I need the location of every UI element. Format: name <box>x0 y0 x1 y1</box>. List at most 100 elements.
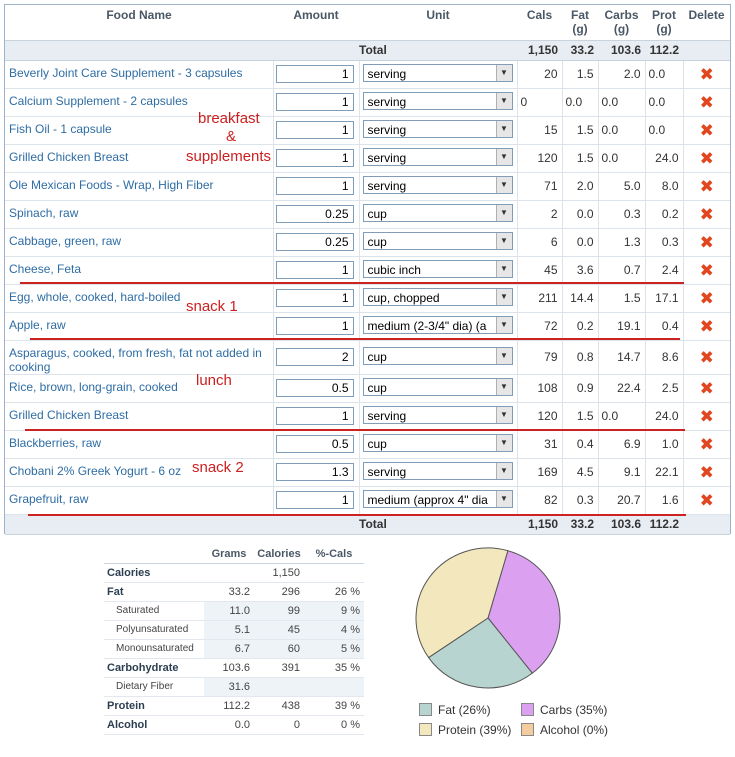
delete-x-icon[interactable]: ✖ <box>699 176 714 196</box>
food-name-link[interactable]: Ole Mexican Foods - Wrap, High Fiber <box>9 177 214 192</box>
amount-input[interactable]: 1.3 <box>275 463 354 481</box>
dropdown-arrow-icon[interactable]: ▼ <box>495 288 512 305</box>
unit-select[interactable]: cup ▼ <box>362 346 513 365</box>
food-name-link[interactable]: Apple, raw <box>9 317 66 332</box>
delete-cell: ✖ <box>683 284 730 313</box>
food-name-link[interactable]: Chobani 2% Greek Yogurt - 6 oz <box>9 463 182 478</box>
delete-x-icon[interactable]: ✖ <box>699 462 714 482</box>
unit-select[interactable]: serving ▼ <box>362 91 513 110</box>
food-name-link[interactable]: Fish Oil - 1 capsule <box>9 121 112 136</box>
dropdown-arrow-icon[interactable]: ▼ <box>495 316 512 333</box>
dropdown-arrow-icon[interactable]: ▼ <box>495 232 512 249</box>
delete-x-icon[interactable]: ✖ <box>699 232 714 252</box>
food-name-link[interactable]: Egg, whole, cooked, hard-boiled <box>9 289 181 304</box>
legend-label-carbs: Carbs (35%) <box>540 703 608 717</box>
dropdown-arrow-icon[interactable]: ▼ <box>495 176 512 193</box>
delete-x-icon[interactable]: ✖ <box>699 378 714 398</box>
delete-x-icon[interactable]: ✖ <box>699 148 714 168</box>
food-name-link[interactable]: Cabbage, green, raw <box>9 233 122 248</box>
fat-cell: 0.0 <box>562 88 599 117</box>
amount-input[interactable]: 1 <box>275 491 354 509</box>
dropdown-arrow-icon[interactable]: ▼ <box>495 406 512 423</box>
food-name-link[interactable]: Rice, brown, long-grain, cooked <box>9 379 178 394</box>
summary-grams: 103.6 <box>204 658 254 678</box>
dropdown-arrow-icon[interactable]: ▼ <box>495 490 512 507</box>
unit-select[interactable]: serving ▼ <box>362 461 513 480</box>
dropdown-arrow-icon[interactable]: ▼ <box>495 148 512 165</box>
summary-pct: 39 % <box>304 696 364 716</box>
amount-input[interactable]: 1 <box>275 289 354 307</box>
unit-select[interactable]: cup ▼ <box>362 433 513 452</box>
delete-x-icon[interactable]: ✖ <box>699 260 714 280</box>
delete-x-icon[interactable]: ✖ <box>699 288 714 308</box>
dropdown-arrow-icon[interactable]: ▼ <box>495 64 512 81</box>
unit-select[interactable]: cup, chopped ▼ <box>362 287 513 306</box>
amount-input[interactable]: 0.5 <box>275 435 354 453</box>
food-name-link[interactable]: Grapefruit, raw <box>9 491 89 506</box>
amount-input[interactable]: 1 <box>275 149 354 167</box>
food-name-link[interactable]: Grilled Chicken Breast <box>9 407 129 422</box>
unit-select[interactable]: cup ▼ <box>362 203 513 222</box>
delete-x-icon[interactable]: ✖ <box>699 316 714 336</box>
amount-input[interactable]: 1 <box>275 261 354 279</box>
food-name-link[interactable]: Asparagus, cooked, from fresh, fat not a… <box>9 345 262 374</box>
amount-input[interactable]: 1 <box>275 317 354 335</box>
food-name-link[interactable]: Grilled Chicken Breast <box>9 149 129 164</box>
delete-x-icon[interactable]: ✖ <box>699 406 714 426</box>
unit-select[interactable]: serving ▼ <box>362 147 513 166</box>
unit-select[interactable]: serving ▼ <box>362 119 513 138</box>
food-name-link[interactable]: Spinach, raw <box>9 205 79 220</box>
delete-x-icon[interactable]: ✖ <box>699 490 714 510</box>
annotation-snack1: snack 1 <box>186 298 238 315</box>
unit-select[interactable]: medium (approx 4" dia ▼ <box>362 489 513 508</box>
prot-cell: 0.2 <box>645 200 684 229</box>
food-name-link[interactable]: Beverly Joint Care Supplement - 3 capsul… <box>9 65 243 80</box>
dropdown-arrow-icon[interactable]: ▼ <box>495 434 512 451</box>
prot-cell: 0.3 <box>645 228 684 257</box>
amount-input[interactable]: 2 <box>275 348 354 366</box>
unit-select[interactable]: serving ▼ <box>362 63 513 82</box>
dropdown-arrow-icon[interactable]: ▼ <box>495 347 512 364</box>
unit-select[interactable]: medium (2-3/4" dia) (a ▼ <box>362 315 513 334</box>
delete-x-icon[interactable]: ✖ <box>699 64 714 84</box>
amount-input[interactable]: 1 <box>275 65 354 83</box>
amount-input[interactable]: 1 <box>275 407 354 425</box>
dropdown-arrow-icon[interactable]: ▼ <box>495 204 512 221</box>
unit-cell: medium (approx 4" dia ▼ <box>359 486 518 515</box>
amount-cell: 1 <box>273 284 360 313</box>
delete-x-icon[interactable]: ✖ <box>699 347 714 367</box>
dropdown-arrow-icon[interactable]: ▼ <box>495 462 512 479</box>
unit-select[interactable]: cup ▼ <box>362 377 513 396</box>
food-row: Blackberries, raw 0.5 cup ▼ 31 0.4 6.9 1.0 ✖ <box>5 430 730 459</box>
dropdown-arrow-icon[interactable]: ▼ <box>495 260 512 277</box>
food-name-link[interactable]: Cheese, Feta <box>9 261 82 276</box>
delete-x-icon[interactable]: ✖ <box>699 120 714 140</box>
dropdown-arrow-icon[interactable]: ▼ <box>495 378 512 395</box>
summary-calories: 296 <box>254 582 304 602</box>
dropdown-arrow-icon[interactable]: ▼ <box>495 92 512 109</box>
unit-select[interactable]: serving ▼ <box>362 175 513 194</box>
dropdown-arrow-icon[interactable]: ▼ <box>495 120 512 137</box>
food-name-link[interactable]: Blackberries, raw <box>9 435 102 450</box>
amount-input[interactable]: 0.25 <box>275 205 354 223</box>
unit-select[interactable]: serving ▼ <box>362 405 513 424</box>
cals-cell: 20 <box>517 60 563 89</box>
amount-cell: 1.3 <box>273 458 360 487</box>
amount-input[interactable]: 0.25 <box>275 233 354 251</box>
amount-cell: 1 <box>273 88 360 117</box>
delete-x-icon[interactable]: ✖ <box>699 92 714 112</box>
amount-input[interactable]: 1 <box>275 121 354 139</box>
amount-input[interactable]: 1 <box>275 177 354 195</box>
food-row: Apple, raw 1 medium (2-3/4" dia) (a ▼ 72 0.2 1… <box>5 312 730 341</box>
delete-cell: ✖ <box>683 200 730 229</box>
amount-input[interactable]: 1 <box>275 93 354 111</box>
unit-select[interactable]: cup ▼ <box>362 231 513 250</box>
delete-x-icon[interactable]: ✖ <box>699 434 714 454</box>
summary-row: Calories 1,150 <box>104 562 364 583</box>
unit-select[interactable]: cubic inch ▼ <box>362 259 513 278</box>
amount-input[interactable]: 0.5 <box>275 379 354 397</box>
food-name-link[interactable]: Calcium Supplement - 2 capsules <box>9 93 188 108</box>
delete-x-icon[interactable]: ✖ <box>699 204 714 224</box>
carbs-cell: 9.1 <box>598 458 646 487</box>
total-carbs: 103.6 <box>598 39 645 61</box>
